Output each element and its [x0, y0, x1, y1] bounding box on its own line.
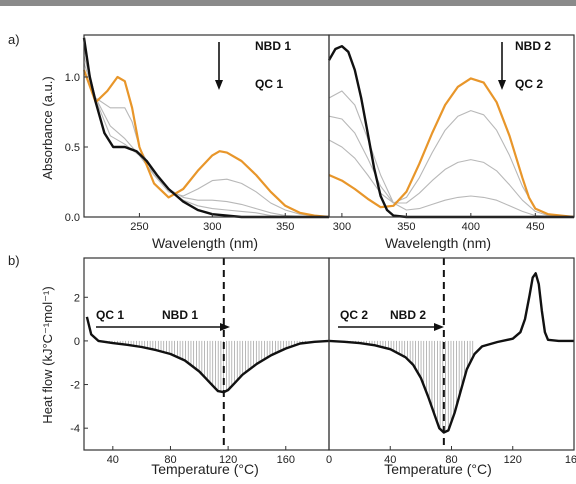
- x-tick-label: 300: [203, 221, 221, 233]
- y-tick-label: 0: [74, 336, 80, 348]
- panel-a-ylabel: Absorbance (a.u.): [40, 76, 55, 179]
- label-nbd1: NBD 1: [162, 308, 198, 322]
- panel-a-left-xlabel: Wavelength (nm): [152, 235, 258, 251]
- arrow-down-head: [498, 80, 506, 90]
- curves: [328, 258, 574, 450]
- x-tick-label: 160: [277, 454, 295, 466]
- x-tick-label: 300: [333, 221, 351, 233]
- panel-b-left-xlabel: Temperature (°C): [151, 461, 259, 477]
- x-tick-label: 160: [565, 454, 576, 466]
- y-tick-label: -4: [70, 423, 80, 435]
- annotation-nbd1: NBD 1: [255, 39, 291, 53]
- top-rule: [0, 0, 576, 6]
- panel-a-right-xlabel: Wavelength (nm): [385, 235, 491, 251]
- series-heat-flow: [328, 272, 574, 434]
- y-tick-label: 1.0: [65, 72, 80, 84]
- annotation-nbd2: NBD 2: [515, 39, 551, 53]
- series-intermediate-2: [328, 115, 575, 218]
- arrow-right-head: [434, 323, 444, 331]
- x-tick-label: 40: [107, 454, 119, 466]
- label-qc2: QC 2: [340, 308, 368, 322]
- x-tick-label: 250: [130, 221, 148, 233]
- series-intermediate-2: [83, 55, 330, 218]
- series-heat-flow: [85, 316, 330, 394]
- ticks: 40 80 120 160 -4 -2 0 2: [70, 292, 295, 466]
- x-tick-label: 80: [164, 454, 176, 466]
- y-tick-label: 0.5: [65, 142, 80, 154]
- label-nbd2: NBD 2: [390, 308, 426, 322]
- subplot-b-right: 0 40 80 120 160 QC 2 NBD 2: [326, 258, 576, 466]
- series-start-0: [328, 77, 575, 219]
- series-start-0: [82, 69, 330, 219]
- series-intermediate-1: [83, 62, 330, 218]
- panel-a-label: a): [8, 32, 20, 47]
- annotation-qc2: QC 2: [515, 77, 543, 91]
- x-tick-label: 350: [397, 221, 415, 233]
- y-tick-label: 0.0: [65, 212, 80, 224]
- subplot-b-right-frame: [328, 257, 575, 451]
- subplot-b-left: 40 80 120 160 -4 -2 0 2 QC 1 NBD 1: [70, 258, 330, 466]
- arrow-right-head: [220, 323, 230, 331]
- panel-b-label: b): [8, 253, 20, 268]
- series-intermediate-3: [83, 48, 329, 218]
- panel-a: a) Absorbance (a.u.) Wavelength (nm) Wav…: [8, 32, 575, 251]
- x-tick-label: 120: [504, 454, 522, 466]
- x-tick-label: 400: [462, 221, 480, 233]
- x-tick-label: 0: [326, 454, 332, 466]
- x-tick-label: 40: [384, 454, 396, 466]
- panel-b-ylabel: Heat flow (kJ°C⁻¹mol⁻¹): [40, 286, 55, 423]
- annotation-qc1: QC 1: [255, 77, 283, 91]
- series-intermediate-3: [328, 90, 575, 218]
- ticks: 250 300 350 0.0 0.5 1.0: [65, 72, 295, 233]
- y-tick-label: -2: [70, 380, 80, 392]
- y-tick-label: 2: [74, 292, 80, 304]
- ticks: 300 350 400 450: [333, 213, 544, 233]
- subplot-a-right-frame: [328, 34, 575, 218]
- curves: [85, 258, 330, 450]
- label-qc1: QC 1: [96, 308, 124, 322]
- x-tick-label: 450: [526, 221, 544, 233]
- x-tick-label: 80: [445, 454, 457, 466]
- x-tick-label: 350: [276, 221, 294, 233]
- panel-b-right-xlabel: Temperature (°C): [384, 461, 492, 477]
- x-tick-label: 120: [219, 454, 237, 466]
- panel-b: b) Heat flow (kJ°C⁻¹mol⁻¹) Temperature (…: [8, 253, 576, 477]
- ticks: 0 40 80 120 160: [326, 446, 576, 466]
- arrow-down-head: [215, 80, 223, 90]
